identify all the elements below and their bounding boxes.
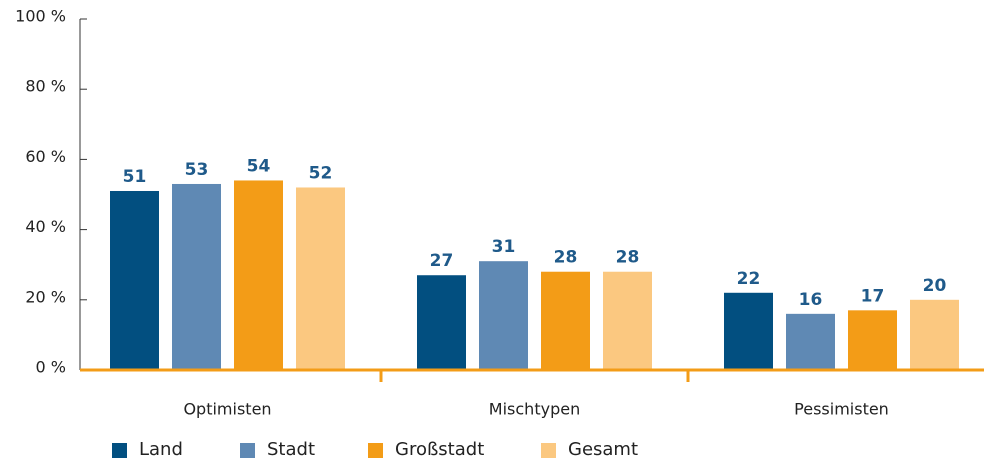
legend-swatch	[368, 443, 383, 458]
x-tick-label: Optimisten	[183, 400, 271, 419]
bar	[848, 310, 897, 370]
bar	[417, 275, 466, 370]
value-label: 51	[123, 167, 147, 187]
value-label: 22	[737, 269, 761, 289]
y-tick-label: 20 %	[25, 287, 66, 306]
bar	[110, 190, 159, 370]
y-tick-label: 40 %	[25, 217, 66, 236]
bar	[786, 313, 835, 370]
bar	[724, 292, 773, 370]
legend-label: Land	[139, 439, 183, 460]
y-tick-label: 100 %	[15, 7, 66, 26]
value-label: 28	[554, 248, 578, 268]
legend-swatch	[240, 443, 255, 458]
bar	[234, 180, 283, 370]
value-label: 31	[492, 237, 516, 257]
legend-swatch	[541, 443, 556, 458]
bar	[603, 271, 652, 370]
bar	[479, 261, 528, 370]
value-label: 16	[799, 290, 823, 310]
value-label: 52	[309, 163, 333, 183]
value-label: 53	[185, 160, 209, 180]
bar	[910, 299, 959, 370]
value-label: 54	[247, 156, 271, 176]
value-label: 27	[430, 251, 454, 271]
legend-label: Gesamt	[568, 439, 638, 460]
value-label: 17	[861, 286, 885, 306]
y-tick-label: 60 %	[25, 147, 66, 166]
legend-label: Großstadt	[395, 439, 484, 460]
bar	[541, 271, 590, 370]
legend-swatch	[112, 443, 127, 458]
value-label: 28	[616, 248, 640, 268]
y-tick-label: 0 %	[36, 358, 66, 377]
legend-label: Stadt	[267, 439, 315, 460]
y-tick-label: 80 %	[25, 77, 66, 96]
value-label: 20	[923, 276, 947, 296]
x-tick-label: Pessimisten	[794, 400, 889, 419]
bar	[172, 183, 221, 370]
bar	[296, 187, 345, 370]
x-tick-label: Mischtypen	[489, 400, 580, 419]
